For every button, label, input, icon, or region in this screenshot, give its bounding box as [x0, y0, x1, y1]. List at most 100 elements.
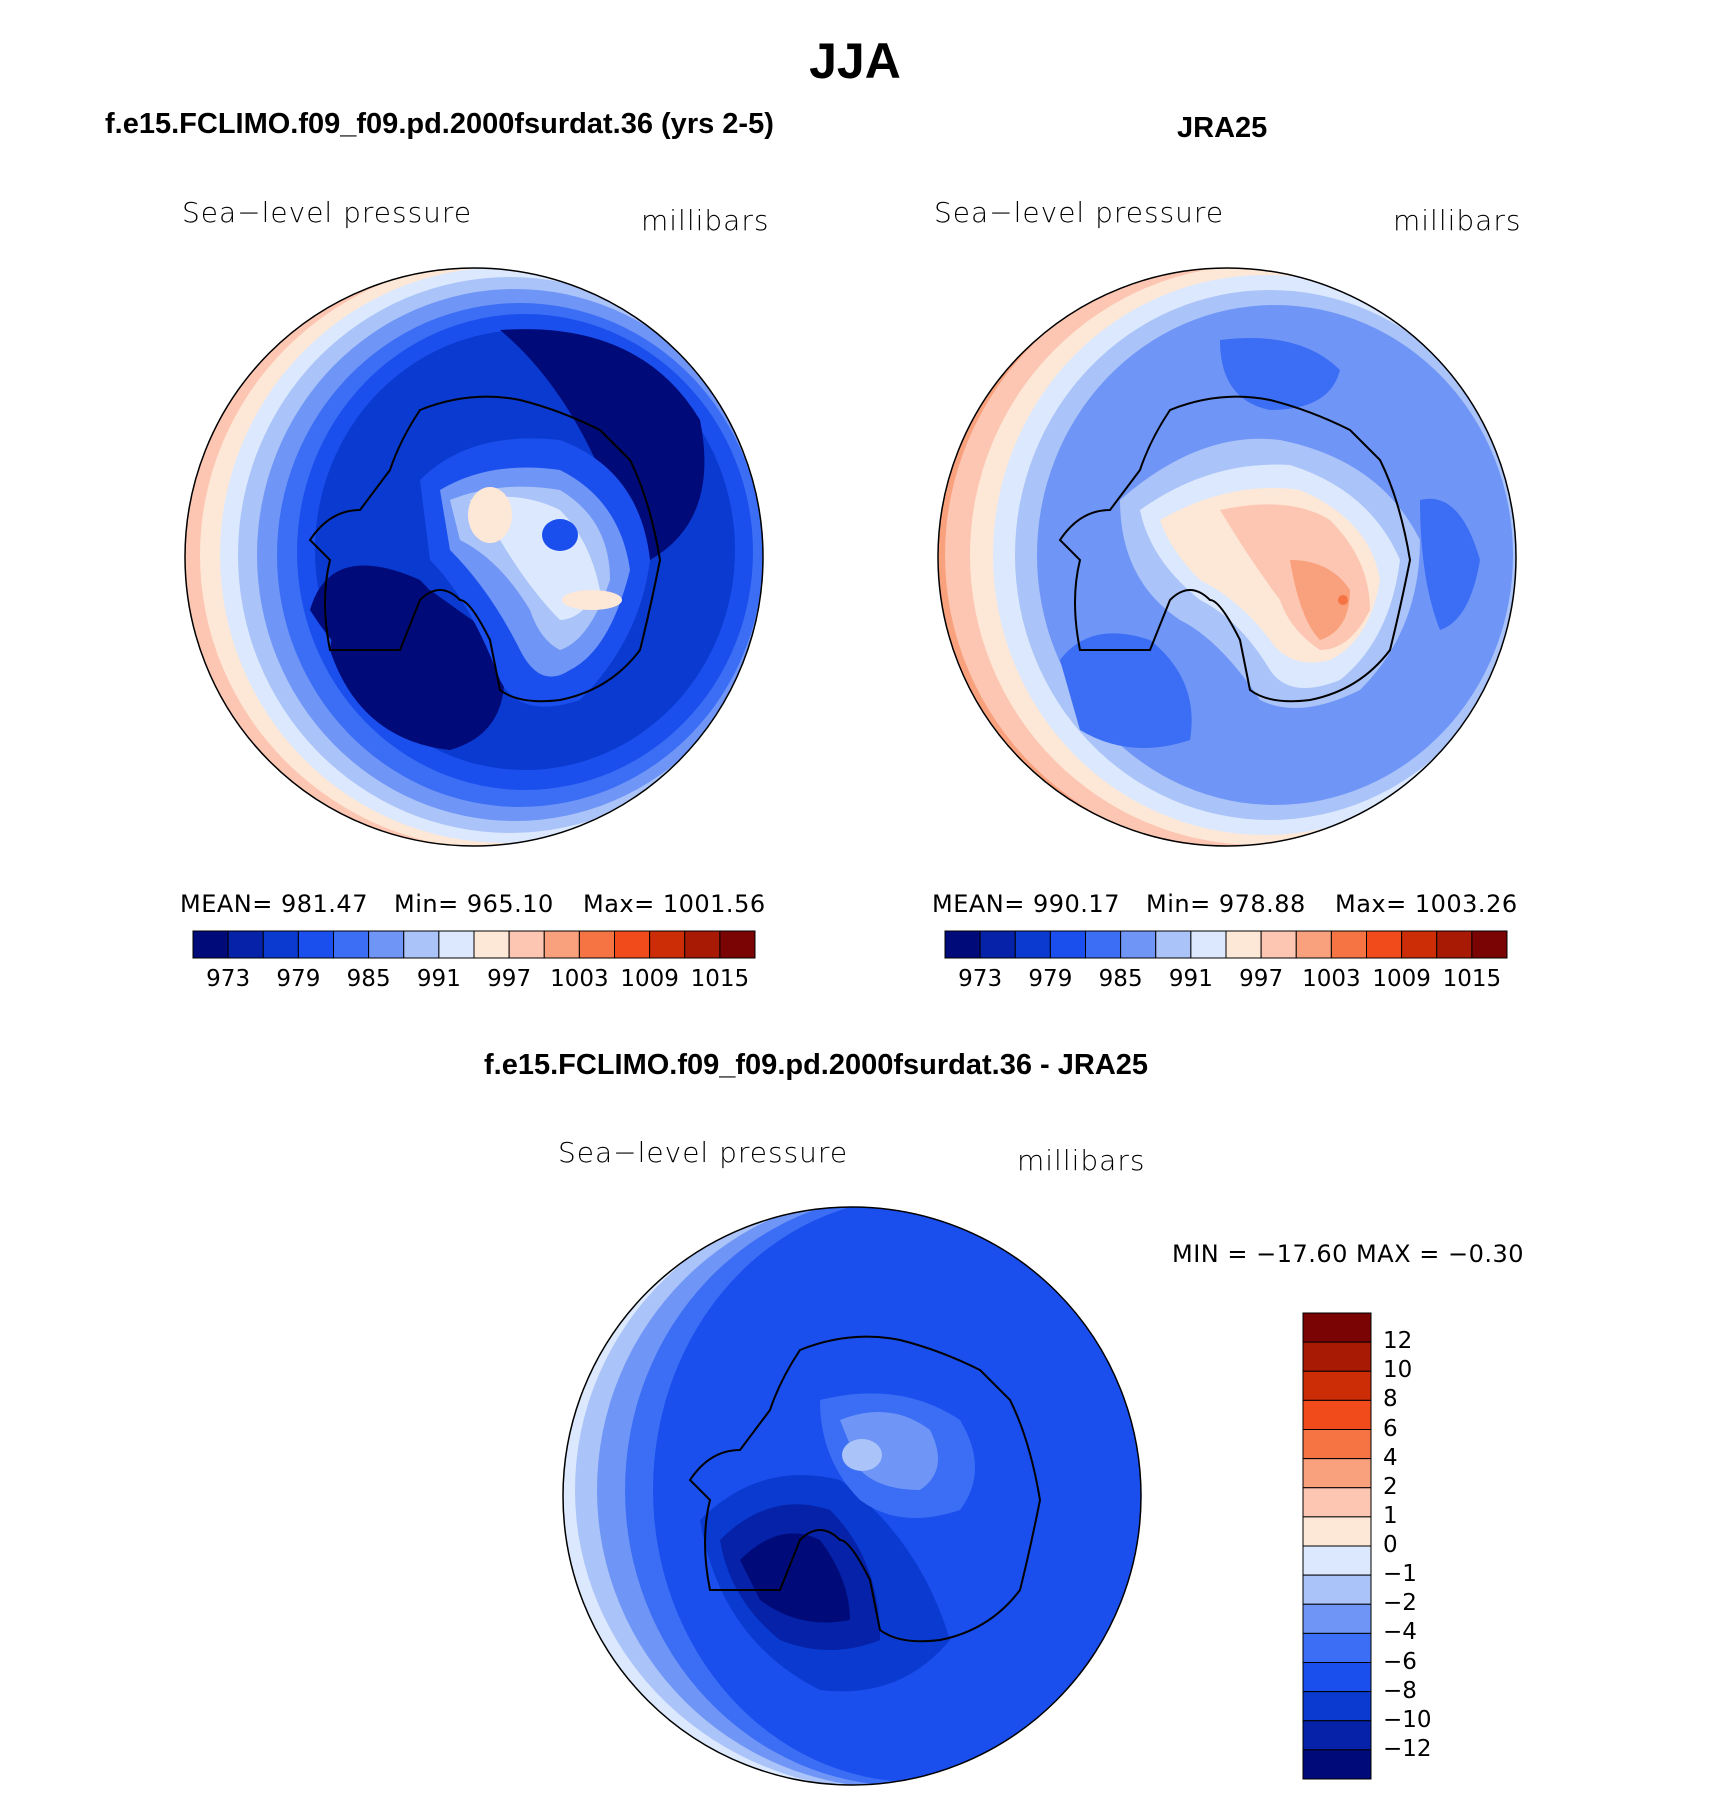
obs-units-label: millibars: [1393, 204, 1522, 237]
obs-colorbar-swatch: [1330, 930, 1367, 959]
diff-colorbar-swatch: [1302, 1458, 1372, 1489]
diff-colorbar-swatch: [1302, 1749, 1372, 1780]
model-colorbar-swatch: [262, 930, 299, 959]
obs-colorbar-tick-label: 1003: [1302, 966, 1361, 992]
model-colorbar: [192, 930, 756, 959]
obs-colorbar-swatch: [1049, 930, 1086, 959]
model-colorbar-tick-label: 985: [346, 966, 391, 992]
model-variable-label: Sea−level pressure: [182, 196, 473, 229]
obs-colorbar-swatch: [1014, 930, 1051, 959]
diff-colorbar-swatch: [1302, 1603, 1372, 1634]
diff-colorbar-tick-label: 4: [1383, 1444, 1398, 1471]
obs-colorbar-swatch: [1225, 930, 1262, 959]
diff-colorbar-tick-label: −12: [1383, 1735, 1432, 1762]
diff-colorbar-tick-label: −4: [1383, 1619, 1417, 1646]
obs-colorbar-swatch: [979, 930, 1016, 959]
model-colorbar-swatch: [649, 930, 686, 959]
diff-colorbar-tick-label: −2: [1383, 1590, 1417, 1617]
diff-units-label: millibars: [1017, 1144, 1146, 1177]
obs-max: Max= 1003.26: [1335, 890, 1518, 918]
diff-variable-label: Sea−level pressure: [558, 1136, 849, 1169]
model-max: Max= 1001.56: [583, 890, 766, 918]
model-colorbar-swatch: [438, 930, 475, 959]
model-map-border: [184, 267, 764, 847]
model-min: Min= 965.10: [394, 890, 554, 918]
diff-colorbar-swatch: [1302, 1662, 1372, 1693]
obs-colorbar-swatch: [1401, 930, 1438, 959]
model-colorbar-tick-label: 997: [487, 966, 532, 992]
model-units-label: millibars: [641, 204, 770, 237]
obs-panel-title: JRA25: [1177, 112, 1268, 144]
model-colorbar-swatch: [614, 930, 651, 959]
diff-colorbar-swatch: [1302, 1370, 1372, 1401]
diff-colorbar-swatch: [1302, 1720, 1372, 1751]
model-colorbar-swatch: [333, 930, 370, 959]
obs-colorbar-swatch: [1436, 930, 1473, 959]
diff-colorbar-tick-label: 10: [1383, 1357, 1413, 1384]
model-colorbar-tick-label: 979: [276, 966, 321, 992]
diff-colorbar-tick-label: 12: [1383, 1328, 1413, 1355]
obs-colorbar-swatch: [1471, 930, 1508, 959]
obs-colorbar-tick-label: 979: [1028, 966, 1073, 992]
diff-colorbar-tick-label: −10: [1383, 1706, 1432, 1733]
model-colorbar-swatch: [719, 930, 756, 959]
model-colorbar-tick-label: 1015: [690, 966, 750, 992]
obs-colorbar-tick-label: 985: [1098, 966, 1143, 992]
model-coastline: [308, 395, 662, 703]
obs-field: [938, 268, 1516, 846]
diff-colorbar-swatch: [1302, 1691, 1372, 1722]
model-colorbar-swatch: [368, 930, 405, 959]
diff-minmax: MIN = −17.60 MAX = −0.30: [1172, 1240, 1525, 1268]
model-field: [185, 268, 763, 846]
obs-colorbar-swatch: [1260, 930, 1297, 959]
diff-field: [563, 1207, 1141, 1785]
model-colorbar-swatch: [227, 930, 264, 959]
obs-colorbar-tick-label: 973: [958, 966, 1003, 992]
diff-map-border: [562, 1206, 1142, 1786]
obs-colorbar-swatch: [1155, 930, 1192, 959]
model-colorbar-tick-label: 1009: [620, 966, 679, 992]
obs-colorbar-swatch: [944, 930, 981, 959]
diff-colorbar-tick-label: −1: [1383, 1561, 1417, 1588]
obs-colorbar-tick-label: 1015: [1442, 966, 1502, 992]
obs-colorbar-tick-label: 997: [1239, 966, 1284, 992]
diff-colorbar-swatch: [1302, 1341, 1372, 1372]
figure-title: JJA: [809, 33, 901, 89]
diff-colorbar-swatch: [1302, 1399, 1372, 1430]
obs-variable-label: Sea−level pressure: [934, 196, 1225, 229]
model-colorbar-tick-label: 1003: [550, 966, 609, 992]
model-colorbar-swatch: [543, 930, 580, 959]
obs-mean: MEAN= 990.17: [932, 890, 1120, 918]
model-colorbar-swatch: [508, 930, 545, 959]
diff-colorbar-tick-label: −6: [1383, 1648, 1417, 1675]
model-panel-title: f.e15.FCLIMO.f09_f09.pd.2000fsurdat.36 (…: [105, 108, 774, 140]
model-colorbar-swatch: [473, 930, 510, 959]
model-colorbar-swatch: [297, 930, 334, 959]
diff-colorbar-swatch: [1302, 1574, 1372, 1605]
diff-colorbar-swatch: [1302, 1487, 1372, 1518]
model-colorbar-swatch: [684, 930, 721, 959]
diff-colorbar: [1302, 1312, 1372, 1780]
model-mean: MEAN= 981.47: [180, 890, 368, 918]
obs-colorbar-swatch: [1085, 930, 1122, 959]
diff-colorbar-tick-label: 6: [1383, 1415, 1398, 1442]
diff-colorbar-tick-label: 8: [1383, 1386, 1398, 1413]
diff-colorbar-swatch: [1302, 1545, 1372, 1576]
obs-colorbar-swatch: [1120, 930, 1157, 959]
diff-colorbar-tick-label: 1: [1383, 1502, 1398, 1529]
diff-coastline: [688, 1335, 1042, 1643]
obs-colorbar-swatch: [1366, 930, 1403, 959]
diff-colorbar-swatch: [1302, 1632, 1372, 1663]
obs-colorbar-swatch: [1295, 930, 1332, 959]
model-colorbar-swatch: [403, 930, 440, 959]
diff-colorbar-tick-label: 0: [1383, 1532, 1398, 1558]
obs-colorbar-swatch: [1190, 930, 1227, 959]
diff-panel-title: f.e15.FCLIMO.f09_f09.pd.2000fsurdat.36 -…: [484, 1049, 1149, 1081]
obs-map-border: [937, 267, 1517, 847]
obs-colorbar: [944, 930, 1508, 959]
diff-colorbar-tick-label: −8: [1383, 1677, 1417, 1704]
obs-min: Min= 978.88: [1146, 890, 1306, 918]
model-colorbar-tick-label: 991: [416, 966, 461, 992]
model-colorbar-swatch: [192, 930, 229, 959]
obs-coastline: [1058, 395, 1412, 703]
